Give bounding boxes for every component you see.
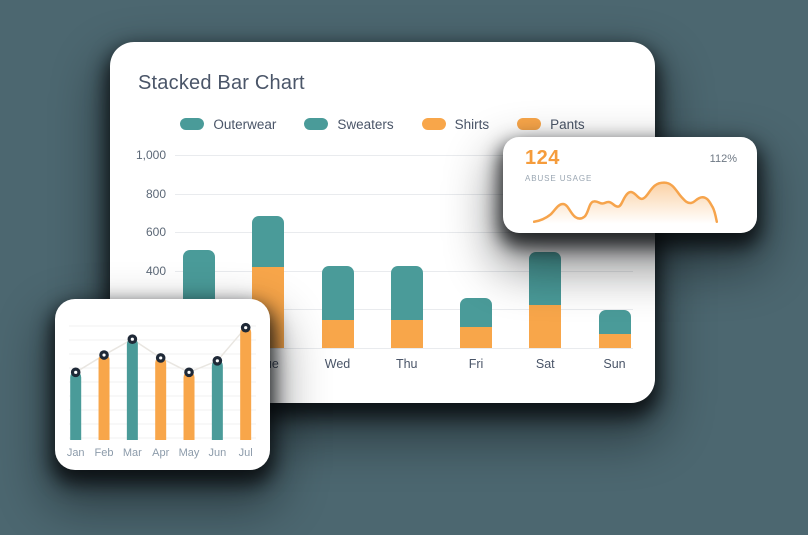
mini-bar-feb[interactable] xyxy=(98,355,110,440)
marker-dot-center xyxy=(187,370,191,374)
stat-label: ABUSE USAGE xyxy=(525,174,593,183)
x-axis-label-sat: Sat xyxy=(535,357,555,371)
x-axis-label-wed: Wed xyxy=(324,357,351,371)
x-axis-label-fri: Fri xyxy=(468,357,484,371)
chart-legend: Outerwear Sweaters Shirts Pants xyxy=(110,114,655,134)
page-title: Stacked Bar Chart xyxy=(138,72,305,94)
mini-bar-chart: Jan Feb Mar Apr May Jun Jul xyxy=(55,299,270,470)
bar-segment-sun-top[interactable] xyxy=(598,310,631,334)
mini-chart-card: Jan Feb Mar Apr May Jun Jul xyxy=(55,299,270,470)
mini-chart-svg: Jan Feb Mar Apr May Jun Jul xyxy=(67,322,256,459)
month-label-jun: Jun xyxy=(208,447,226,459)
gridline xyxy=(175,155,633,156)
legend-label: Shirts xyxy=(454,116,490,132)
bar-segment-fri-bottom[interactable] xyxy=(460,326,492,348)
legend-swatch-icon xyxy=(304,118,329,130)
bar-segment-sat-top[interactable] xyxy=(529,251,562,305)
stat-badge: 112% xyxy=(709,153,737,165)
legend-label: Sweaters xyxy=(337,116,394,132)
mini-bar-may[interactable] xyxy=(183,372,195,440)
x-axis-label-thu: Thu xyxy=(395,357,418,371)
gridline xyxy=(175,193,633,195)
marker-dot-center xyxy=(102,353,106,357)
legend-label: Pants xyxy=(550,116,585,132)
gridline xyxy=(175,232,633,234)
legend-swatch-icon xyxy=(421,118,446,130)
month-label-apr: Apr xyxy=(152,447,169,459)
mini-bar-mar[interactable] xyxy=(126,339,138,440)
bar-segment-thu-top[interactable] xyxy=(390,265,423,321)
bar-segment-fri-top[interactable] xyxy=(460,297,492,327)
bar-segment-tue-top[interactable] xyxy=(252,215,285,267)
legend-label: Outerwear xyxy=(213,116,277,132)
mini-bar-apr[interactable] xyxy=(155,357,167,440)
area-sparkline-chart xyxy=(533,181,719,224)
legend-swatch-icon xyxy=(180,118,205,130)
marker-dot-center xyxy=(130,337,134,341)
stat-value: 124 xyxy=(525,147,560,169)
mini-bar-jan[interactable] xyxy=(70,372,82,440)
legend-swatch-icon xyxy=(517,118,542,130)
sparkline-fill xyxy=(534,182,717,224)
legend-item-outerwear[interactable]: Outerwear xyxy=(180,117,276,132)
marker-dot-center xyxy=(74,370,78,374)
bar-segment-sun-bottom[interactable] xyxy=(598,333,631,348)
stat-card: 124 ABUSE USAGE 112% xyxy=(503,137,757,233)
marker-dot-center xyxy=(159,356,163,360)
stacked-bar-chart: 1,0008006004002000MonTueWedThuFriSatSun xyxy=(136,148,640,371)
month-label-may: May xyxy=(179,447,200,459)
x-axis-label-sun: Sun xyxy=(603,357,626,371)
bar-segment-sat-bottom[interactable] xyxy=(529,304,562,348)
legend-item-sweaters[interactable]: Sweaters xyxy=(304,116,394,132)
month-label-feb: Feb xyxy=(95,447,114,459)
month-label-jan: Jan xyxy=(67,447,85,459)
month-label-jul: Jul xyxy=(239,447,253,459)
sparkline-stroke xyxy=(533,181,719,224)
marker-dot-center xyxy=(215,359,219,363)
y-axis-tick: 800 xyxy=(145,186,166,201)
mini-bar-jun[interactable] xyxy=(211,360,223,440)
legend-item-pants[interactable]: Pants xyxy=(517,117,585,132)
marker-dot-center xyxy=(244,326,248,330)
bar-segment-wed-top[interactable] xyxy=(321,265,354,321)
gridline xyxy=(175,348,633,349)
month-label-mar: Mar xyxy=(123,447,142,459)
bar-segment-thu-bottom[interactable] xyxy=(390,320,423,348)
y-axis-tick: 400 xyxy=(145,263,166,278)
y-axis-tick: 600 xyxy=(145,225,166,240)
mini-bar-jul[interactable] xyxy=(240,327,252,440)
legend-item-shirts[interactable]: Shirts xyxy=(421,116,490,132)
bar-segment-wed-bottom[interactable] xyxy=(321,320,354,348)
y-axis-tick: 1,000 xyxy=(135,148,166,162)
